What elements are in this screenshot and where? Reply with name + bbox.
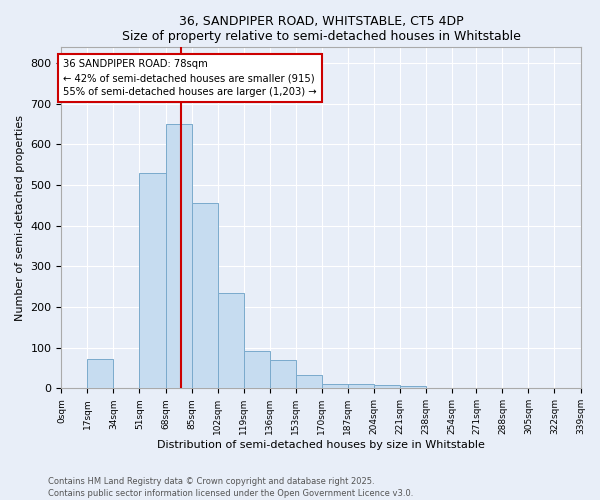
- Bar: [166, 124, 191, 388]
- Bar: [400, 386, 426, 388]
- Bar: [348, 384, 374, 388]
- Text: Contains HM Land Registry data © Crown copyright and database right 2025.
Contai: Contains HM Land Registry data © Crown c…: [48, 476, 413, 498]
- Bar: [296, 376, 322, 388]
- Bar: [191, 204, 218, 388]
- Bar: [139, 173, 166, 388]
- Bar: [374, 385, 400, 388]
- X-axis label: Distribution of semi-detached houses by size in Whitstable: Distribution of semi-detached houses by …: [157, 440, 485, 450]
- Bar: [218, 293, 244, 388]
- Bar: [88, 359, 113, 388]
- Y-axis label: Number of semi-detached properties: Number of semi-detached properties: [15, 114, 25, 320]
- Text: 36 SANDPIPER ROAD: 78sqm
← 42% of semi-detached houses are smaller (915)
55% of : 36 SANDPIPER ROAD: 78sqm ← 42% of semi-d…: [63, 59, 317, 97]
- Bar: [269, 360, 296, 388]
- Bar: [244, 350, 269, 389]
- Title: 36, SANDPIPER ROAD, WHITSTABLE, CT5 4DP
Size of property relative to semi-detach: 36, SANDPIPER ROAD, WHITSTABLE, CT5 4DP …: [122, 15, 520, 43]
- Bar: [322, 384, 348, 388]
